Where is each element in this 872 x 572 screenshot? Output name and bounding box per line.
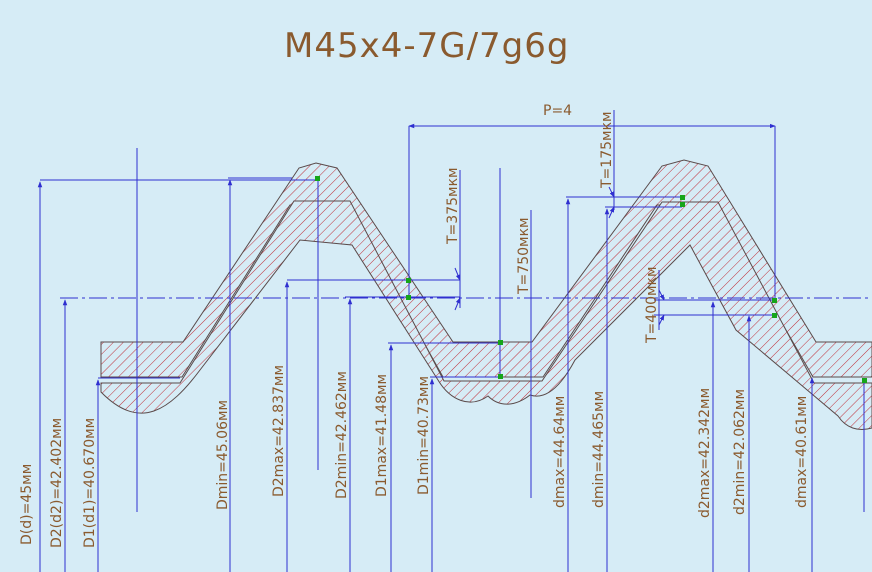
tolerance-label: T=750мкм: [516, 217, 532, 295]
pitch-dimension: P=4: [408, 103, 776, 129]
tolerance-label: T=375мкм: [445, 167, 461, 245]
dimension-label: D1(d1)=40.670мм: [82, 418, 98, 548]
dimension-label: D1max=41.48мм: [374, 374, 390, 497]
dimension-label: D2min=42.462мм: [334, 371, 350, 499]
tolerance-labels: T=375мкм T=750мкм T=175мкм T=400мкм: [445, 111, 660, 344]
tolerance-label: T=400мкм: [644, 266, 660, 344]
tolerance-label: T=175мкм: [599, 111, 615, 189]
dimension-label: dmin=44.465мм: [591, 391, 607, 508]
reference-lines: [40, 177, 872, 379]
point-markers: [315, 176, 867, 383]
pitch-label: P=4: [543, 103, 572, 119]
dimension-label: dmax=44.64мм: [552, 396, 568, 508]
dimension-label: D(d)=45мм: [19, 464, 35, 545]
bolt-thread-profile: [100, 200, 872, 430]
dimension-labels: D(d)=45мм D2(d2)=42.402мм D1(d1)=40.670м…: [19, 365, 810, 548]
vertical-dimension-lines: [37, 110, 865, 572]
dimension-label: D2max=42.837мм: [271, 365, 287, 497]
dimension-label: D1min=40.73мм: [416, 376, 432, 495]
tolerance-markers: [454, 186, 665, 326]
dimension-label: dmax=40.61мм: [794, 396, 810, 508]
dimension-label: Dmin=45.06мм: [215, 400, 231, 510]
drawing-title: M45x4-7G/7g6g: [284, 26, 569, 66]
dimension-label: D2(d2)=42.402мм: [49, 418, 65, 548]
dimension-label: d2min=42.062мм: [732, 389, 748, 515]
dimension-label: d2max=42.342мм: [697, 388, 713, 518]
